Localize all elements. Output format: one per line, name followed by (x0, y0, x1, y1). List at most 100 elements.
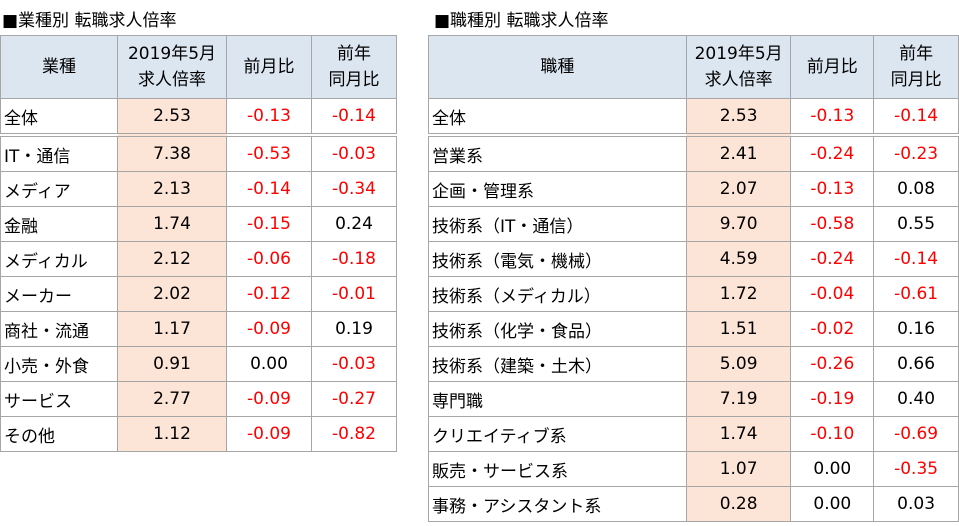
table-title: ■職種別 転職求人倍率 (434, 11, 609, 31)
cell-value: -0.24 (790, 241, 875, 277)
cell-value: -0.69 (873, 416, 959, 452)
row-label: 全体 (428, 98, 687, 137)
data-row: メディカル 2.12 -0.06 -0.18 (0, 241, 397, 277)
cell-value: -0.14 (873, 241, 959, 277)
cell-value: 0.00 (790, 451, 875, 487)
data-row: 技術系（メディカル） 1.72 -0.04 -0.61 (428, 276, 959, 312)
header-text: 業種 (42, 57, 76, 77)
header-text: 前月比 (806, 57, 858, 77)
cell-value: 0.91 (117, 346, 227, 382)
cell-value: 1.07 (685, 451, 792, 487)
cell-value: 0.24 (311, 206, 397, 242)
cell-value: -0.06 (226, 241, 312, 277)
row-label: 金融 (0, 206, 118, 242)
row-label: 技術系（電気・機械） (428, 241, 687, 277)
data-row: サービス 2.77 -0.09 -0.27 (0, 381, 397, 417)
cell-value: -0.58 (790, 206, 875, 242)
cell-value: -0.24 (790, 134, 875, 172)
row-label: 企画・管理系 (428, 171, 687, 207)
header-cell: 前月比 (790, 35, 875, 99)
cell-value: -0.02 (790, 311, 875, 347)
cell-value: 0.08 (873, 171, 959, 207)
cell-value: -0.03 (311, 346, 397, 382)
cell-value: -0.13 (790, 98, 875, 137)
data-row: メーカー 2.02 -0.12 -0.01 (0, 276, 397, 312)
row-label: メディカル (0, 241, 118, 277)
data-row: 全体 2.53 -0.13 -0.14 (0, 98, 397, 137)
cell-value: 2.53 (117, 98, 227, 137)
cell-value: -0.14 (226, 171, 312, 207)
header-text: 同月比 (328, 70, 380, 90)
header-text: 求人倍率 (704, 70, 773, 90)
cell-value: -0.03 (311, 134, 397, 172)
header-text: 求人倍率 (138, 70, 206, 90)
data-row: 全体 2.53 -0.13 -0.14 (428, 98, 959, 137)
cell-value: -0.14 (873, 98, 959, 137)
header-cell: 2019年5月 求人倍率 (117, 35, 227, 99)
data-row: クリエイティブ系 1.74 -0.10 -0.69 (428, 416, 959, 452)
cell-value: 9.70 (685, 206, 792, 242)
data-row: 専門職 7.19 -0.19 0.40 (428, 381, 959, 417)
row-label: 技術系（IT・通信） (428, 206, 687, 242)
header-cell: 前年 同月比 (873, 35, 959, 99)
cell-value: -0.13 (790, 171, 875, 207)
row-label: 販売・サービス系 (428, 451, 687, 487)
header-text: 前年 (337, 44, 371, 64)
cell-value: 0.00 (790, 486, 875, 522)
row-label: 事務・アシスタント系 (428, 486, 687, 522)
cell-value: 2.07 (685, 171, 792, 207)
data-row: 技術系（建築・土木） 5.09 -0.26 0.66 (428, 346, 959, 382)
cell-value: 0.00 (226, 346, 312, 382)
row-label: IT・通信 (0, 134, 118, 172)
header-cell: 2019年5月 求人倍率 (685, 35, 792, 99)
cell-value: -0.09 (226, 381, 312, 417)
data-row: その他 1.12 -0.09 -0.82 (0, 416, 397, 452)
cell-value: 0.28 (685, 486, 792, 522)
data-row: 販売・サービス系 1.07 0.00 -0.35 (428, 451, 959, 487)
industry-table: 業種 2019年5月 求人倍率 前月比 前年同月比全体 2.53 -0.13 -0.14 IT・… (0, 35, 397, 452)
cell-value: 0.03 (873, 486, 959, 522)
header-text: 同月比 (890, 70, 942, 90)
cell-value: 2.77 (117, 381, 227, 417)
cell-value: -0.35 (873, 451, 959, 487)
row-label: クリエイティブ系 (428, 416, 687, 452)
data-row: メディア 2.13 -0.14 -0.34 (0, 171, 397, 207)
row-label: 技術系（建築・土木） (428, 346, 687, 382)
cell-value: 1.72 (685, 276, 792, 312)
data-row: 技術系（電気・機械） 4.59 -0.24 -0.14 (428, 241, 959, 277)
row-label: 専門職 (428, 381, 687, 417)
header-text: 2019年5月 (694, 44, 783, 64)
cell-value: -0.18 (311, 241, 397, 277)
row-label: サービス (0, 381, 118, 417)
header-cell: 前月比 (226, 35, 312, 99)
cell-value: 1.74 (685, 416, 792, 452)
cell-value: 2.13 (117, 171, 227, 207)
row-label: 商社・流通 (0, 311, 118, 347)
cell-value: 1.12 (117, 416, 227, 452)
header-cell: 業種 (0, 35, 118, 99)
cell-value: -0.27 (311, 381, 397, 417)
cell-value: -0.26 (790, 346, 875, 382)
cell-value: 0.16 (873, 311, 959, 347)
data-row: 技術系（化学・食品） 1.51 -0.02 0.16 (428, 311, 959, 347)
cell-value: 7.38 (117, 134, 227, 172)
row-label: 全体 (0, 98, 118, 137)
cell-value: -0.15 (226, 206, 312, 242)
cell-value: 2.02 (117, 276, 227, 312)
cell-value: -0.61 (873, 276, 959, 312)
data-row: 企画・管理系 2.07 -0.13 0.08 (428, 171, 959, 207)
cell-value: 1.17 (117, 311, 227, 347)
row-label: 技術系（メディカル） (428, 276, 687, 312)
data-row: 商社・流通 1.17 -0.09 0.19 (0, 311, 397, 347)
cell-value: -0.34 (311, 171, 397, 207)
row-label: メディア (0, 171, 118, 207)
cell-value: 0.19 (311, 311, 397, 347)
cell-value: 1.51 (685, 311, 792, 347)
cell-value: 0.55 (873, 206, 959, 242)
cell-value: 2.12 (117, 241, 227, 277)
header-text: 職種 (540, 57, 575, 77)
cell-value: -0.09 (226, 311, 312, 347)
data-row: 金融 1.74 -0.15 0.24 (0, 206, 397, 242)
cell-value: -0.82 (311, 416, 397, 452)
